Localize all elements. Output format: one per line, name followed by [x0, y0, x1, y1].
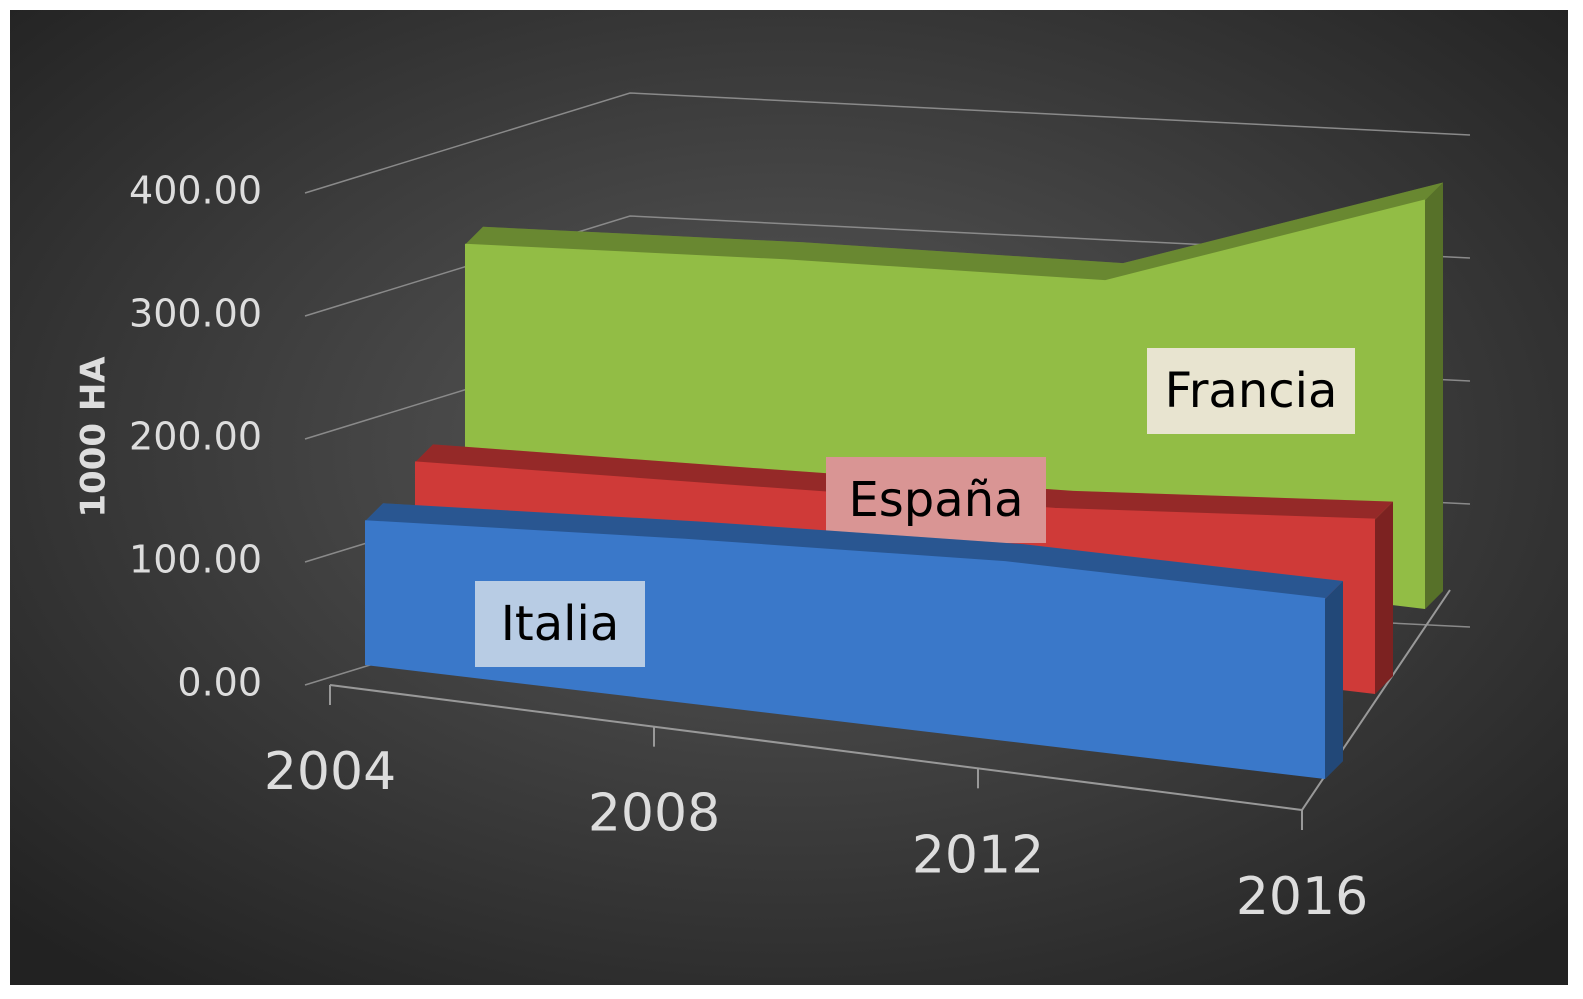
ribbon-end	[1325, 581, 1343, 779]
shade	[1425, 182, 1443, 609]
x-tick-label: 2008	[588, 784, 720, 844]
series-label: Francia	[1165, 363, 1338, 419]
y-axis-title: 1000 HA	[74, 356, 114, 518]
ribbon-end	[1375, 501, 1393, 694]
series-label-box	[475, 581, 645, 667]
grid-line	[304, 215, 1471, 317]
series-label: España	[848, 472, 1023, 528]
grid-line	[304, 92, 1471, 194]
series-label: Italia	[501, 596, 619, 652]
y-tick-label: 100.00	[129, 538, 262, 582]
x-tick-label: 2012	[912, 825, 1044, 885]
y-tick-label: 300.00	[129, 292, 262, 336]
x-tick-label: 2016	[1236, 867, 1368, 927]
shade	[1325, 581, 1343, 779]
series-line	[364, 520, 1326, 600]
x-tick-label: 2004	[264, 742, 396, 802]
ribbon-end	[1425, 182, 1443, 609]
y-tick-label: 400.00	[129, 169, 262, 213]
shade	[1375, 501, 1393, 694]
plot: 0.00 100.00 200.00 300.00 400.00 2004 2008 2012…	[129, 92, 1471, 927]
series-label-box	[1147, 348, 1355, 434]
series-line	[464, 199, 1426, 283]
series-label-box	[826, 457, 1046, 543]
y-tick-label: 0.00	[177, 661, 262, 705]
y-tick-label: 200.00	[129, 415, 262, 459]
